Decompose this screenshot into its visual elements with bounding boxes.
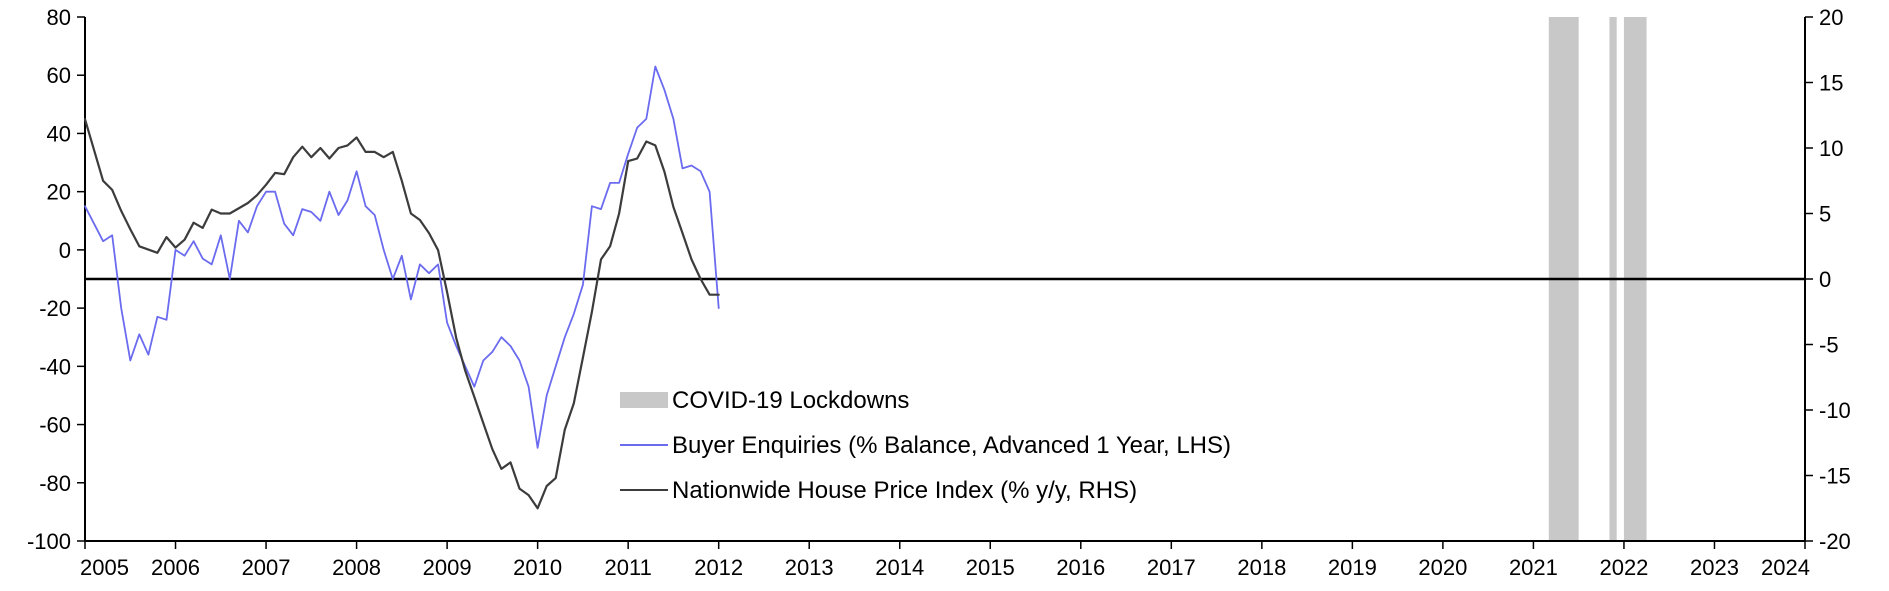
right-tick-label-7: -15	[1819, 464, 1851, 489]
left-tick-label-7: -60	[39, 413, 71, 438]
x-tick-label-4: 2009	[423, 555, 472, 580]
left-tick-label-1: 60	[47, 63, 71, 88]
right-tick-label-8: -20	[1819, 529, 1851, 554]
x-tick-label-11: 2016	[1056, 555, 1105, 580]
x-tick-label-13: 2018	[1237, 555, 1286, 580]
x-tick-label-12: 2017	[1147, 555, 1196, 580]
series-layer	[83, 65, 720, 510]
x-tick-label-18: 2023	[1690, 555, 1739, 580]
left-tick-label-8: -80	[39, 471, 71, 496]
right-tick-label-0: 20	[1819, 5, 1843, 30]
buyer-enquiries-line	[84, 65, 720, 449]
left-tick-label-0: 80	[47, 5, 71, 30]
legend-label-0: COVID-19 Lockdowns	[672, 387, 909, 414]
x-tick-label-19: 2024	[1761, 555, 1810, 580]
right-tick-label-4: 0	[1819, 267, 1831, 292]
x-tick-label-6: 2011	[605, 555, 652, 580]
x-tick-label-16: 2021	[1509, 555, 1558, 580]
x-tick-label-3: 2008	[332, 555, 381, 580]
left-tick-label-5: -20	[39, 296, 71, 321]
x-tick-label-8: 2013	[785, 555, 834, 580]
legend: COVID-19 Lockdowns Buyer Enquiries (% Bal…	[620, 387, 1231, 504]
left-tick-label-2: 40	[47, 121, 71, 146]
legend-label-1: Buyer Enquiries (% Balance, Advanced 1 Y…	[672, 432, 1231, 459]
house-price-line	[83, 118, 720, 510]
right-tick-label-5: -5	[1819, 333, 1839, 358]
x-tick-label-17: 2022	[1599, 555, 1648, 580]
x-tick-label-14: 2019	[1328, 555, 1377, 580]
left-tick-label-3: 20	[47, 180, 71, 205]
x-tick-label-0: 2005	[80, 555, 129, 580]
x-tick-label-15: 2020	[1418, 555, 1467, 580]
x-tick-label-1: 2006	[151, 555, 200, 580]
x-tick-label-5: 2010	[513, 555, 562, 580]
left-tick-label-4: 0	[59, 238, 71, 263]
x-tick-label-2: 2007	[242, 555, 291, 580]
axis-layer: 806040200-20-40-60-80-10020151050-5-10-1…	[27, 5, 1851, 580]
x-tick-label-9: 2014	[875, 555, 924, 580]
legend-label-2: Nationwide House Price Index (% y/y, RHS…	[672, 477, 1137, 504]
x-tick-label-10: 2015	[966, 555, 1015, 580]
legend-swatch-lockdowns	[620, 392, 668, 408]
right-tick-label-3: 5	[1819, 202, 1831, 227]
left-tick-label-6: -40	[39, 354, 71, 379]
left-tick-label-9: -100	[27, 529, 71, 554]
right-tick-label-2: 10	[1819, 136, 1843, 161]
right-tick-label-1: 15	[1819, 71, 1843, 96]
x-tick-label-7: 2012	[694, 555, 743, 580]
right-tick-label-6: -10	[1819, 398, 1851, 423]
